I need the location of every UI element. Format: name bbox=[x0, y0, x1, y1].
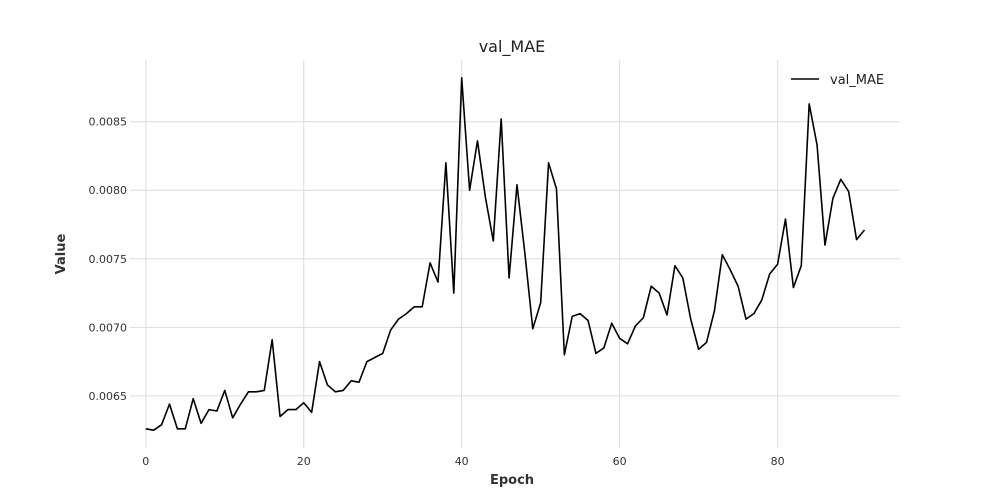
y-axis-label: Value bbox=[54, 233, 69, 274]
y-tick-label: 0.0065 bbox=[89, 390, 128, 403]
chart-title: val_MAE bbox=[479, 37, 546, 57]
x-tick-label: 0 bbox=[142, 455, 149, 468]
x-tick-label: 20 bbox=[297, 455, 311, 468]
series-line-val-mae bbox=[145, 77, 866, 431]
y-tick-label: 0.0085 bbox=[89, 116, 128, 129]
x-tick-label: 40 bbox=[455, 455, 469, 468]
y-tick-label: 0.0070 bbox=[89, 321, 128, 334]
x-tick-label: 80 bbox=[771, 455, 785, 468]
x-tick-label: 60 bbox=[613, 455, 627, 468]
y-tick-label: 0.0080 bbox=[89, 184, 128, 197]
x-axis-label: Epoch bbox=[490, 473, 534, 488]
legend: val_MAE bbox=[791, 73, 884, 88]
series-layer bbox=[145, 77, 866, 431]
grid-lines bbox=[130, 60, 900, 448]
x-tick-labels: 0 20 40 60 80 bbox=[142, 455, 784, 468]
y-tick-labels: 0.0065 0.0070 0.0075 0.0080 0.0085 bbox=[89, 116, 128, 403]
legend-label-val-mae: val_MAE bbox=[830, 73, 884, 88]
y-tick-label: 0.0075 bbox=[89, 253, 128, 266]
